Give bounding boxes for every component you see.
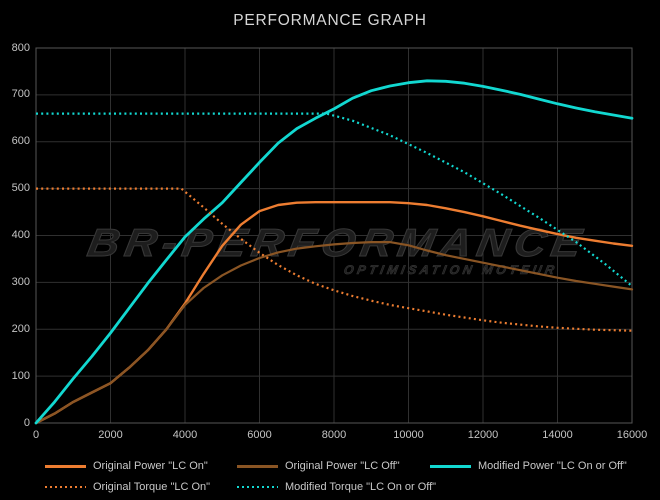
chart-title: PERFORMANCE GRAPH [233, 12, 427, 29]
series-modified-torque-lc-on-or-off [36, 112, 633, 287]
series-modified-power-lc-on-or-off [34, 79, 634, 425]
y-tick-label: 200 [11, 322, 30, 335]
x-tick-label: 10000 [393, 429, 424, 441]
x-tick-label: 8000 [321, 429, 347, 441]
x-tick-label: 16000 [616, 429, 648, 441]
y-tick-label: 800 [11, 41, 30, 54]
x-tick-label: 12000 [467, 429, 499, 441]
series-original-power-lc-off [34, 241, 634, 425]
y-tick-label: 0 [23, 416, 30, 429]
series-original-torque-lc-on [36, 187, 633, 332]
y-tick-label: 100 [11, 369, 30, 382]
x-tick-label: 14000 [542, 429, 573, 441]
y-tick-label: 400 [11, 229, 30, 241]
x-tick-label: 2000 [98, 429, 123, 441]
y-tick-label: 500 [11, 182, 30, 195]
y-tick-label: 600 [11, 135, 30, 148]
x-tick-label: 0 [32, 429, 40, 441]
plot-border [35, 47, 633, 424]
x-tick-label: 6000 [247, 429, 272, 441]
y-tick-label: 700 [11, 88, 30, 101]
x-tick-label: 4000 [172, 429, 198, 441]
y-tick-label: 300 [11, 275, 30, 288]
